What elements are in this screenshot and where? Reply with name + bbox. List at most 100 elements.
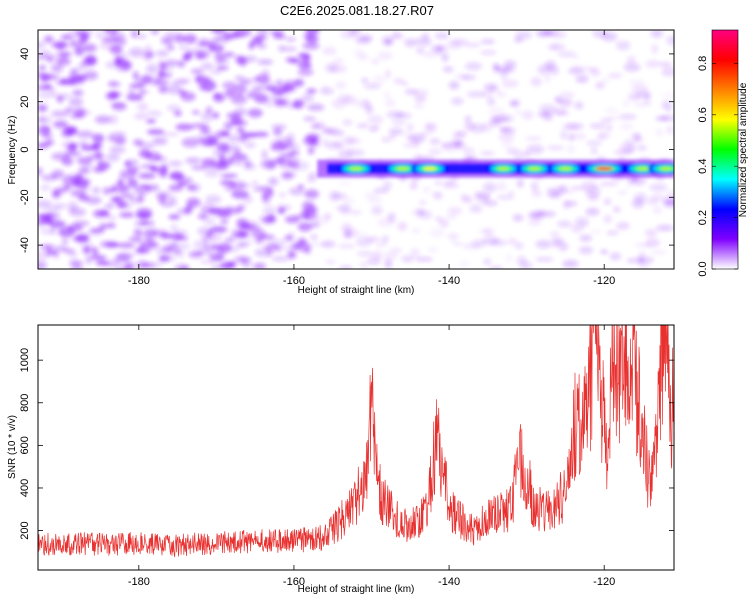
- noise-blob: [469, 204, 483, 213]
- noise-blob: [503, 60, 517, 69]
- noise-blob: [216, 66, 229, 71]
- noise-blob: [106, 223, 116, 229]
- noise-blob: [220, 219, 228, 225]
- noise-blob: [68, 30, 81, 38]
- noise-blob: [177, 208, 188, 215]
- noise-blob: [136, 208, 153, 217]
- noise-blob: [80, 61, 95, 68]
- noise-blob: [41, 174, 58, 181]
- noise-blob: [62, 248, 74, 254]
- noise-blob: [194, 135, 205, 141]
- noise-blob: [321, 84, 330, 92]
- noise-blob: [241, 78, 260, 83]
- noise-blob: [52, 189, 61, 200]
- noise-blob: [460, 260, 470, 268]
- noise-blob: [489, 266, 503, 269]
- noise-blob: [75, 74, 87, 82]
- noise-blob: [392, 31, 400, 38]
- noise-blob: [76, 130, 94, 139]
- noise-blob: [137, 102, 149, 112]
- noise-blob: [168, 198, 178, 207]
- noise-blob: [463, 148, 475, 154]
- noise-blob: [82, 43, 97, 53]
- x-tick-label: -120: [593, 275, 615, 287]
- noise-blob: [51, 41, 69, 49]
- noise-blob: [161, 132, 180, 137]
- noise-blob: [606, 230, 619, 235]
- noise-blob: [117, 178, 124, 187]
- noise-blob: [325, 141, 344, 150]
- noise-blob: [45, 207, 60, 213]
- noise-blob: [448, 81, 460, 90]
- noise-blob: [449, 237, 457, 243]
- noise-blob: [446, 146, 456, 154]
- noise-blob: [109, 145, 126, 154]
- noise-blob: [227, 246, 240, 252]
- colorbar-frame: [711, 29, 739, 270]
- noise-blob: [168, 184, 184, 192]
- noise-blob: [303, 116, 316, 122]
- noise-blob: [502, 140, 514, 150]
- noise-blob: [271, 256, 290, 262]
- noise-blob: [340, 30, 357, 40]
- noise-blob: [68, 97, 83, 107]
- noise-blob: [158, 85, 168, 94]
- noise-blob: [168, 160, 183, 167]
- noise-blob: [248, 131, 256, 137]
- noise-blob: [307, 172, 318, 180]
- noise-blob: [200, 111, 215, 122]
- noise-blob: [559, 91, 575, 99]
- noise-blob: [234, 183, 252, 189]
- noise-blob: [666, 35, 674, 46]
- noise-blob: [183, 33, 197, 44]
- noise-blob: [204, 167, 220, 178]
- noise-blob: [43, 35, 54, 43]
- snr-plot-background: [38, 325, 674, 570]
- snr-x-ticks: -180 -160 -140 -120: [128, 325, 615, 588]
- noise-blob: [203, 218, 216, 226]
- noise-blob: [281, 46, 297, 52]
- noise-blob: [116, 252, 134, 261]
- noise-blob: [310, 242, 328, 247]
- noise-blob: [656, 224, 674, 232]
- noise-blob: [489, 239, 507, 246]
- noise-blob: [480, 151, 495, 156]
- colorbar-tick-label: 0.2: [697, 210, 709, 225]
- noise-blob: [269, 93, 278, 101]
- noise-blob: [205, 106, 213, 114]
- noise-blob: [74, 173, 84, 180]
- noise-blob: [645, 238, 661, 248]
- noise-blob: [41, 132, 53, 140]
- noise-blob: [47, 87, 57, 95]
- noise-blob: [499, 114, 514, 123]
- noise-blob: [631, 85, 649, 94]
- noise-blob: [549, 193, 561, 199]
- spectrogram-y-ticks: -40 -20 0 20 40: [19, 48, 674, 253]
- noise-blob: [552, 107, 568, 116]
- noise-blob: [138, 89, 146, 95]
- noise-blob: [89, 227, 105, 233]
- noise-blob: [590, 146, 598, 155]
- spectrogram-ridge: [317, 159, 674, 178]
- noise-blob: [113, 136, 127, 145]
- noise-blob: [106, 215, 117, 221]
- noise-blob: [427, 247, 439, 253]
- noise-blob: [135, 34, 147, 39]
- noise-blob: [167, 248, 180, 255]
- noise-blob: [297, 68, 314, 76]
- x-tick-label: -160: [283, 576, 305, 588]
- noise-blob: [235, 159, 243, 166]
- noise-blob: [72, 89, 84, 97]
- noise-blob: [358, 34, 373, 41]
- colorbar-tick-label: 0.0: [697, 261, 709, 276]
- noise-blob: [63, 126, 78, 136]
- noise-blob: [658, 61, 672, 67]
- noise-blob: [270, 30, 284, 37]
- noise-blob: [277, 203, 285, 213]
- noise-blob: [68, 207, 86, 217]
- noise-blob: [166, 44, 175, 51]
- noise-blob: [261, 149, 268, 160]
- noise-blob: [146, 128, 165, 135]
- noise-blob: [367, 114, 384, 125]
- noise-blob: [94, 115, 111, 124]
